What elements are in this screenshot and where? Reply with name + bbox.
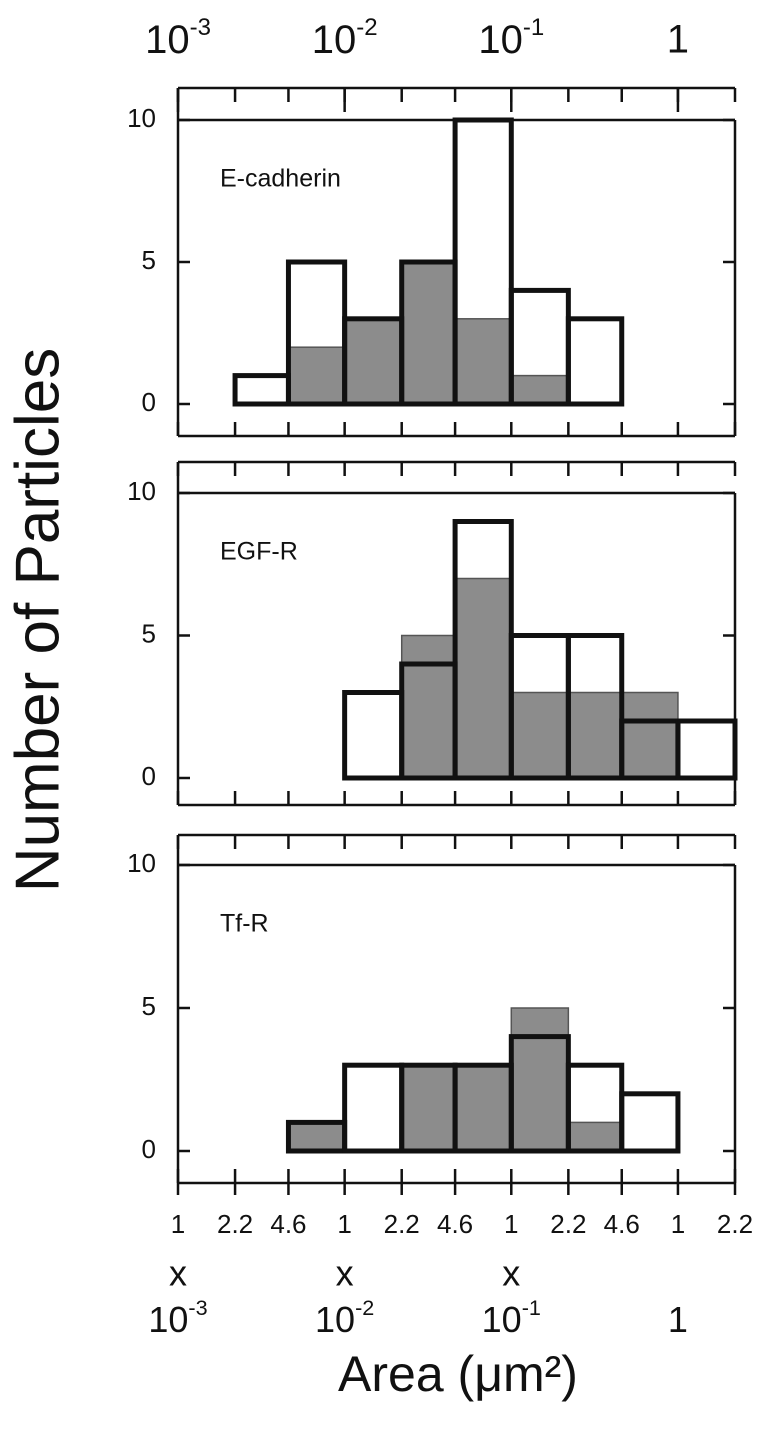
bar bbox=[452, 117, 514, 407]
x-tick-label-base: 2.2 bbox=[550, 1209, 586, 1239]
x-tick-label: 1 bbox=[671, 1209, 685, 1239]
x-tick-label-base: 1 bbox=[171, 1209, 185, 1239]
y-tick-label: 5 bbox=[142, 618, 156, 648]
bar bbox=[342, 1062, 405, 1154]
x-tick-label-base: 4.6 bbox=[437, 1209, 473, 1239]
x-tick-label: 4.6 bbox=[437, 1209, 473, 1239]
bar bbox=[400, 1064, 456, 1152]
decade-label-exponent: -1 bbox=[522, 1295, 541, 1320]
bar bbox=[454, 577, 513, 779]
bar bbox=[510, 1007, 570, 1152]
decade-label-base: 1 bbox=[668, 1299, 688, 1340]
bar bbox=[565, 316, 625, 407]
decade-label-base: 10 bbox=[315, 1299, 355, 1340]
bar bbox=[342, 690, 405, 781]
bar bbox=[510, 691, 570, 779]
bar bbox=[567, 691, 623, 779]
x-tick-label-base: 2.2 bbox=[717, 1209, 753, 1239]
x-axis-title: Area (μm²) bbox=[338, 1346, 578, 1402]
x-tick-label-base: 10 bbox=[145, 18, 190, 62]
bar bbox=[567, 1121, 623, 1152]
x-tick-label-base: 1 bbox=[671, 1209, 685, 1239]
bar bbox=[454, 318, 513, 405]
decade-label: 10-2 bbox=[315, 1295, 374, 1339]
y-tick-label: 5 bbox=[142, 991, 156, 1021]
y-tick-label: 0 bbox=[142, 761, 156, 791]
x-tick-label: 2.2 bbox=[550, 1209, 586, 1239]
x-tick-label: 1 bbox=[504, 1209, 518, 1239]
x-tick-label: 1 bbox=[337, 1209, 351, 1239]
x-tick-label: 2.2 bbox=[217, 1209, 253, 1239]
decade-label-base: 10 bbox=[148, 1299, 188, 1340]
bar bbox=[343, 318, 403, 405]
panel-title: EGF-R bbox=[220, 538, 298, 566]
y-axis-title: Number of Particles bbox=[3, 348, 72, 892]
bar bbox=[619, 1091, 681, 1154]
bar bbox=[287, 346, 346, 405]
panel-title: Tf-R bbox=[220, 910, 269, 938]
y-tick-label: 10 bbox=[127, 848, 156, 878]
y-tick-label: 10 bbox=[127, 103, 156, 133]
x-tick-label-base: 4.6 bbox=[270, 1209, 306, 1239]
bar bbox=[232, 373, 291, 407]
x-tick-label-exponent: -3 bbox=[190, 14, 211, 41]
bar bbox=[400, 634, 456, 779]
decade-label: 10-3 bbox=[148, 1295, 207, 1339]
x-tick-label: 2.2 bbox=[717, 1209, 753, 1239]
decade-label-exponent: -3 bbox=[188, 1295, 207, 1320]
decade-label-exponent: -2 bbox=[355, 1295, 374, 1320]
x-tick-label: 4.6 bbox=[604, 1209, 640, 1239]
x-tick-label: 1 bbox=[171, 1209, 185, 1239]
x-tick-label-base: 10 bbox=[312, 18, 357, 62]
y-tick-label: 0 bbox=[142, 387, 156, 417]
bar bbox=[454, 1064, 513, 1152]
x-tick-label-base: 2.2 bbox=[384, 1209, 420, 1239]
decade-label: 10-1 bbox=[482, 1295, 541, 1339]
x-tick-label-base: 1 bbox=[504, 1209, 518, 1239]
x-tick-label: 2.2 bbox=[384, 1209, 420, 1239]
x-tick-label: 10-3 bbox=[145, 14, 211, 62]
x-tick-label-base: 10 bbox=[478, 18, 523, 62]
decade-prefix: x bbox=[169, 1253, 187, 1294]
bar bbox=[675, 718, 738, 781]
y-tick-label: 0 bbox=[142, 1134, 156, 1164]
bar bbox=[400, 261, 456, 405]
decade-prefix: x bbox=[502, 1253, 520, 1294]
bar bbox=[620, 691, 679, 779]
decade-prefix: x bbox=[336, 1253, 354, 1294]
x-tick-label-base: 1 bbox=[337, 1209, 351, 1239]
x-tick-label: 1 bbox=[667, 18, 689, 62]
x-tick-label-exponent: -2 bbox=[356, 14, 377, 41]
y-tick-label: 5 bbox=[142, 245, 156, 275]
x-tick-label: 10-2 bbox=[312, 14, 378, 62]
decade-label: 1 bbox=[668, 1299, 688, 1340]
bar bbox=[287, 1121, 346, 1152]
bar bbox=[510, 374, 570, 405]
x-tick-label: 10-1 bbox=[478, 14, 544, 62]
decade-label-base: 10 bbox=[482, 1299, 522, 1340]
bar bbox=[565, 633, 625, 781]
x-tick-label-base: 2.2 bbox=[217, 1209, 253, 1239]
x-tick-label-exponent: -1 bbox=[523, 14, 544, 41]
x-tick-label-base: 4.6 bbox=[604, 1209, 640, 1239]
y-tick-label: 10 bbox=[127, 476, 156, 506]
x-tick-label: 4.6 bbox=[270, 1209, 306, 1239]
panel-title: E-cadherin bbox=[220, 165, 341, 193]
